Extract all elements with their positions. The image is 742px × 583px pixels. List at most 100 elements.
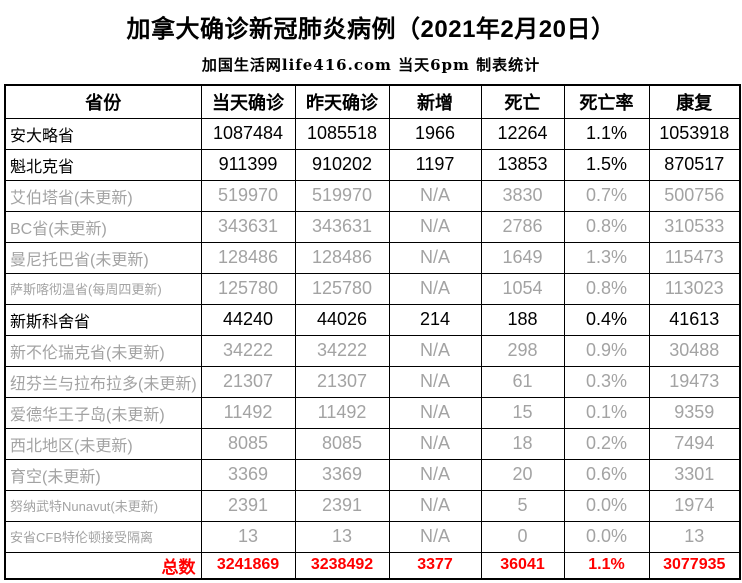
cell-recovered: 30488 [648,334,741,367]
cell-new: 214 [388,303,482,336]
cell-death_rate: 1.3% [563,241,650,274]
cell-death_rate: 0.0% [563,520,650,553]
cell-new: N/A [388,210,482,243]
cell-province: BC省(未更新) [4,210,202,243]
cell-deaths: 0 [480,520,565,553]
cell-recovered: 9359 [648,396,741,429]
cell-recovered: 113023 [648,272,741,305]
cell-death_rate: 0.2% [563,427,650,460]
table-header-row: 省份 当天确诊 昨天确诊 新增 死亡 死亡率 康复 [4,84,741,119]
cell-yesterday: 343631 [294,210,390,243]
cell-today: 11492 [200,396,296,429]
cell-province: 曼尼托巴省(未更新) [4,241,202,274]
cell-yesterday: 1085518 [294,117,390,150]
cell-new: N/A [388,427,482,460]
total-deaths: 36041 [480,551,565,579]
table-row: 艾伯塔省(未更新) 519970 519970 N/A 3830 0.7% 500756 [4,179,741,212]
cell-new: N/A [388,334,482,367]
cell-new: N/A [388,179,482,212]
cell-recovered: 19473 [648,365,741,398]
cell-deaths: 1054 [480,272,565,305]
cell-deaths: 5 [480,489,565,522]
cell-recovered: 1053918 [648,117,741,150]
cell-deaths: 298 [480,334,565,367]
cell-deaths: 1649 [480,241,565,274]
cell-province: 育空(未更新) [4,458,202,491]
cell-recovered: 13 [648,520,741,553]
cell-yesterday: 2391 [294,489,390,522]
cell-today: 911399 [200,148,296,181]
column-header-new: 新增 [388,84,482,119]
cell-death_rate: 0.0% [563,489,650,522]
cell-recovered: 310533 [648,210,741,243]
cell-recovered: 1974 [648,489,741,522]
table-row: 新不伦瑞克省(未更新) 34222 34222 N/A 298 0.9% 30488 [4,334,741,367]
cell-today: 34222 [200,334,296,367]
cell-province: 新不伦瑞克省(未更新) [4,334,202,367]
table-row: 育空(未更新) 3369 3369 N/A 20 0.6% 3301 [4,458,741,491]
column-header-deaths: 死亡 [480,84,565,119]
total-yesterday: 3238492 [294,551,390,579]
cell-province: 萨斯喀彻温省(每周四更新) [4,272,202,305]
cell-yesterday: 125780 [294,272,390,305]
cell-province: 安省CFB特伦顿接受隔离 [4,520,202,553]
cell-new: N/A [388,489,482,522]
cell-death_rate: 1.1% [563,117,650,150]
cell-today: 3369 [200,458,296,491]
column-header-yesterday: 昨天确诊 [294,84,390,119]
cell-today: 8085 [200,427,296,460]
total-recovered: 3077935 [648,551,741,579]
cell-province: 西北地区(未更新) [4,427,202,460]
cell-new: N/A [388,458,482,491]
cell-deaths: 2786 [480,210,565,243]
table-row: 新斯科舍省 44240 44026 214 188 0.4% 41613 [4,303,741,336]
table-body: 安大略省 1087484 1085518 1966 12264 1.1% 1053918 魁北… [4,117,741,553]
cell-death_rate: 0.8% [563,272,650,305]
cell-yesterday: 21307 [294,365,390,398]
table-row: 曼尼托巴省(未更新) 128486 128486 N/A 1649 1.3% 115473 [4,241,741,274]
cell-new: N/A [388,520,482,553]
table-row: 西北地区(未更新) 8085 8085 N/A 18 0.2% 7494 [4,427,741,460]
cell-yesterday: 44026 [294,303,390,336]
table-row: 安省CFB特伦顿接受隔离 13 13 N/A 0 0.0% 13 [4,520,741,553]
cell-deaths: 188 [480,303,565,336]
cell-new: N/A [388,365,482,398]
cell-today: 44240 [200,303,296,336]
cell-new: N/A [388,396,482,429]
cell-province: 魁北克省 [4,148,202,181]
cell-deaths: 20 [480,458,565,491]
total-today: 3241869 [200,551,296,579]
total-new: 3377 [388,551,482,579]
cell-recovered: 500756 [648,179,741,212]
cell-yesterday: 8085 [294,427,390,460]
cell-death_rate: 0.9% [563,334,650,367]
cell-death_rate: 0.4% [563,303,650,336]
cell-province: 努纳武特Nunavut(未更新) [4,489,202,522]
cell-deaths: 15 [480,396,565,429]
page-subtitle: 加国生活网life416.com 当天6pm 制表统计 [201,56,541,74]
cell-death_rate: 0.6% [563,458,650,491]
table-row: 努纳武特Nunavut(未更新) 2391 2391 N/A 5 0.0% 1974 [4,489,741,522]
column-header-province: 省份 [4,84,202,119]
cell-today: 13 [200,520,296,553]
cell-recovered: 3301 [648,458,741,491]
cell-yesterday: 910202 [294,148,390,181]
cell-yesterday: 34222 [294,334,390,367]
total-label: 总数 [4,551,202,579]
column-header-recovered: 康复 [648,84,741,119]
cell-deaths: 13853 [480,148,565,181]
cell-recovered: 41613 [648,303,741,336]
cell-today: 1087484 [200,117,296,150]
cell-deaths: 18 [480,427,565,460]
cell-death_rate: 0.7% [563,179,650,212]
cell-recovered: 115473 [648,241,741,274]
table-row: 安大略省 1087484 1085518 1966 12264 1.1% 1053918 [4,117,741,150]
cell-death_rate: 0.8% [563,210,650,243]
cell-province: 艾伯塔省(未更新) [4,179,202,212]
cell-new: N/A [388,272,482,305]
cell-new: 1197 [388,148,482,181]
covid-stats-table: 省份 当天确诊 昨天确诊 新增 死亡 死亡率 康复 安大略省 1087484 108… [4,84,741,580]
table-row: 纽芬兰与拉布拉多(未更新) 21307 21307 N/A 61 0.3% 19473 [4,365,741,398]
table-row: 魁北克省 911399 910202 1197 13853 1.5% 870517 [4,148,741,181]
